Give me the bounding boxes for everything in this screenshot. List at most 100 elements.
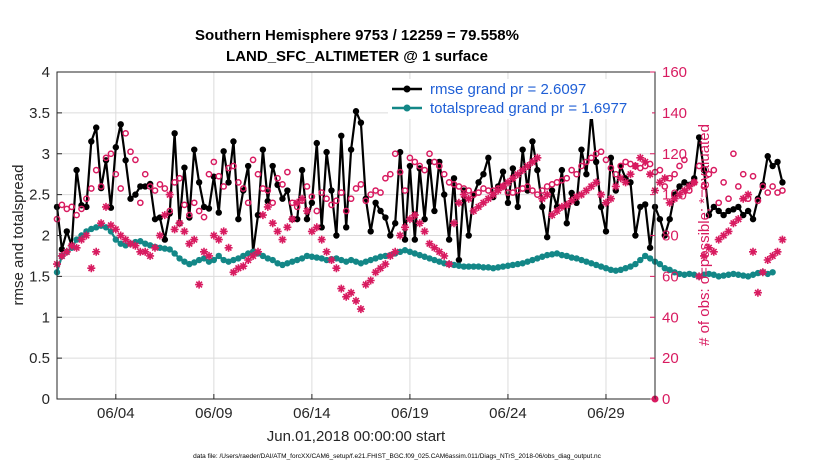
data-point-rmse bbox=[641, 201, 649, 208]
data-point-rmse bbox=[735, 203, 742, 211]
data-point-evaluated bbox=[626, 170, 635, 179]
data-point-evaluated bbox=[356, 305, 365, 314]
data-point-totalspread bbox=[352, 258, 360, 265]
data-point-rmse bbox=[632, 232, 639, 239]
y-tick-label-right: 0 bbox=[662, 391, 670, 408]
data-point-rmse bbox=[93, 124, 100, 131]
data-point-totalspread bbox=[259, 252, 267, 260]
data-point-evaluated bbox=[263, 202, 272, 211]
data-point-rmse bbox=[475, 179, 482, 186]
data-point-rmse bbox=[720, 211, 727, 219]
data-point-totalspread bbox=[367, 256, 374, 264]
data-point-possible bbox=[181, 201, 188, 209]
data-point-rmse bbox=[318, 224, 325, 231]
data-point-totalspread bbox=[568, 254, 575, 261]
y-tick-label-right: 60 bbox=[662, 268, 679, 285]
data-point-evaluated bbox=[592, 178, 601, 187]
data-point-evaluated bbox=[528, 157, 537, 166]
data-point-totalspread bbox=[548, 251, 556, 258]
data-point-possible bbox=[171, 179, 178, 186]
y-tick-label-right: 100 bbox=[662, 187, 687, 204]
y-tick-label-left: 1 bbox=[42, 309, 50, 326]
data-point-evaluated bbox=[763, 256, 772, 264]
data-point-possible bbox=[87, 185, 95, 192]
data-point-rmse bbox=[142, 183, 149, 190]
data-point-rmse bbox=[681, 179, 688, 186]
data-point-possible bbox=[323, 195, 330, 203]
data-point-rmse bbox=[293, 215, 301, 223]
data-point-evaluated bbox=[131, 241, 140, 250]
data-point-totalspread bbox=[661, 265, 669, 272]
data-point-possible bbox=[68, 203, 76, 211]
data-point-evaluated bbox=[303, 207, 311, 215]
data-point-rmse bbox=[411, 236, 419, 243]
data-point-evaluated bbox=[209, 231, 218, 240]
data-point-totalspread bbox=[465, 263, 472, 270]
data-point-totalspread bbox=[460, 263, 468, 270]
data-point-possible bbox=[396, 168, 404, 176]
data-point-possible bbox=[695, 162, 703, 170]
data-point-evaluated bbox=[714, 235, 723, 244]
data-point-evaluated bbox=[283, 223, 292, 232]
data-point-rmse bbox=[132, 191, 139, 198]
data-point-evaluated bbox=[768, 251, 777, 260]
data-point-evaluated bbox=[508, 174, 517, 183]
legend-rmse-text: rmse grand pr = 2.6097 bbox=[430, 81, 586, 98]
data-point-totalspread bbox=[740, 272, 747, 279]
data-point-rmse bbox=[230, 138, 237, 145]
data-point-totalspread bbox=[191, 259, 198, 266]
data-point-possible bbox=[607, 164, 615, 172]
data-point-possible bbox=[269, 199, 277, 207]
data-point-possible bbox=[529, 187, 536, 194]
x-tick-label: 06/04 bbox=[97, 405, 135, 422]
data-point-possible bbox=[612, 170, 620, 178]
data-point-evaluated bbox=[729, 219, 738, 228]
data-point-rmse bbox=[485, 154, 492, 162]
data-point-totalspread bbox=[284, 260, 291, 267]
data-point-rmse bbox=[58, 246, 66, 253]
data-point-rmse bbox=[431, 207, 438, 215]
data-point-evaluated bbox=[577, 190, 586, 199]
data-point-totalspread bbox=[195, 256, 203, 264]
data-point-evaluated bbox=[675, 190, 684, 199]
data-point-possible bbox=[563, 174, 571, 182]
data-point-evaluated bbox=[616, 174, 625, 183]
data-point-rmse bbox=[441, 191, 448, 198]
data-point-evaluated bbox=[778, 235, 787, 244]
legend-spread-marker bbox=[403, 104, 411, 112]
y-tick-label-right: 20 bbox=[662, 350, 679, 367]
data-point-evaluated bbox=[744, 190, 753, 199]
data-point-totalspread bbox=[710, 271, 718, 278]
data-point-possible bbox=[318, 189, 326, 196]
data-point-evaluated bbox=[724, 227, 733, 236]
data-point-rmse bbox=[377, 207, 384, 215]
data-point-totalspread bbox=[313, 254, 320, 261]
x-tick-label: 06/24 bbox=[489, 405, 527, 422]
data-point-totalspread bbox=[470, 263, 477, 270]
data-point-evaluated bbox=[499, 182, 507, 191]
data-point-rmse bbox=[382, 214, 389, 221]
y-tick-label-right: 140 bbox=[662, 105, 687, 122]
data-point-totalspread bbox=[244, 250, 252, 257]
data-point-totalspread bbox=[73, 236, 80, 243]
data-point-totalspread bbox=[627, 263, 634, 270]
data-point-evaluated bbox=[685, 182, 694, 191]
data-point-evaluated bbox=[680, 186, 689, 195]
y-tick-label-left: 2 bbox=[42, 228, 50, 245]
data-point-possible bbox=[200, 213, 208, 221]
data-point-possible bbox=[715, 199, 723, 207]
data-point-evaluated bbox=[454, 198, 463, 207]
data-point-totalspread bbox=[475, 263, 482, 270]
data-point-evaluated bbox=[234, 264, 243, 273]
data-point-rmse bbox=[514, 203, 521, 211]
data-point-possible bbox=[279, 181, 286, 188]
data-point-rmse bbox=[313, 139, 320, 147]
data-point-evaluated bbox=[146, 251, 155, 260]
data-point-totalspread bbox=[396, 248, 404, 256]
data-point-evaluated bbox=[239, 262, 248, 271]
data-point-possible bbox=[656, 166, 664, 174]
data-point-evaluated bbox=[366, 276, 375, 285]
data-point-rmse bbox=[534, 166, 541, 174]
data-point-possible bbox=[185, 211, 193, 219]
data-point-totalspread bbox=[553, 250, 561, 257]
